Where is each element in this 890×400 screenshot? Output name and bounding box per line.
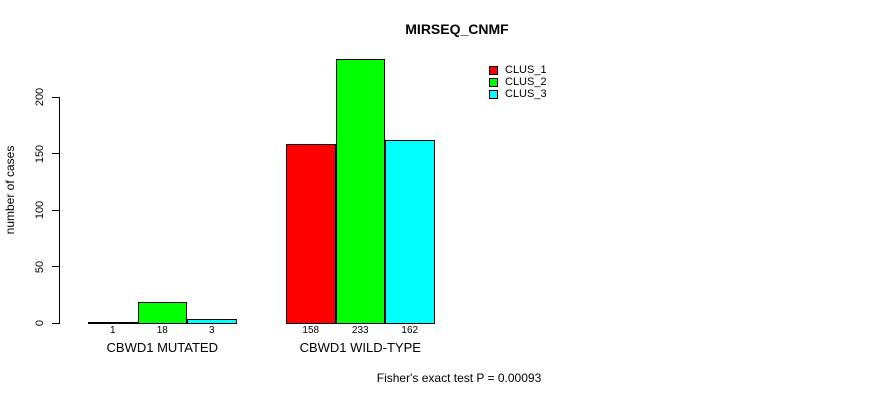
y-tick-label: 150: [34, 144, 46, 163]
legend-color-swatch: [489, 77, 498, 87]
legend-item: CLUS_2: [489, 76, 547, 88]
bar-value-label: 3: [208, 325, 215, 336]
y-tick-label: 200: [34, 88, 46, 107]
y-tick-mark: [52, 209, 59, 211]
chart-title: MIRSEQ_CNMF: [405, 21, 509, 37]
bar: [88, 321, 138, 324]
y-tick-label: 50: [34, 260, 46, 273]
bar-value-label: 1: [109, 325, 116, 336]
legend-item: CLUS_3: [489, 88, 547, 100]
legend-color-swatch: [489, 89, 498, 99]
y-tick-mark: [52, 153, 59, 155]
bar-value-label: 162: [401, 325, 419, 336]
y-tick-label: 100: [34, 201, 46, 220]
y-tick-label: 0: [34, 320, 46, 327]
y-tick-mark: [52, 322, 59, 324]
x-category-label: CBWD1 WILD-TYPE: [299, 340, 421, 355]
legend: CLUS_1 CLUS_2 CLUS_3: [489, 64, 547, 100]
y-axis-line: [59, 96, 60, 324]
bar: [187, 319, 237, 324]
bar-value-label: 158: [302, 325, 320, 336]
bar-value-label: 18: [156, 325, 168, 336]
legend-label: CLUS_2: [505, 76, 547, 88]
bar: [385, 139, 435, 324]
legend-label: CLUS_1: [505, 64, 547, 76]
legend-color-swatch: [489, 65, 498, 75]
y-tick-mark: [52, 96, 59, 98]
bar: [335, 59, 385, 324]
bar-value-label: 233: [351, 325, 369, 336]
annotation-text: Fisher's exact test P = 0.00093: [376, 371, 542, 385]
bar: [286, 144, 336, 324]
bar: [137, 302, 187, 324]
legend-label: CLUS_3: [505, 88, 547, 100]
y-tick-mark: [52, 266, 59, 268]
legend-item: CLUS_1: [489, 64, 547, 76]
x-category-label: CBWD1 MUTATED: [106, 340, 218, 355]
